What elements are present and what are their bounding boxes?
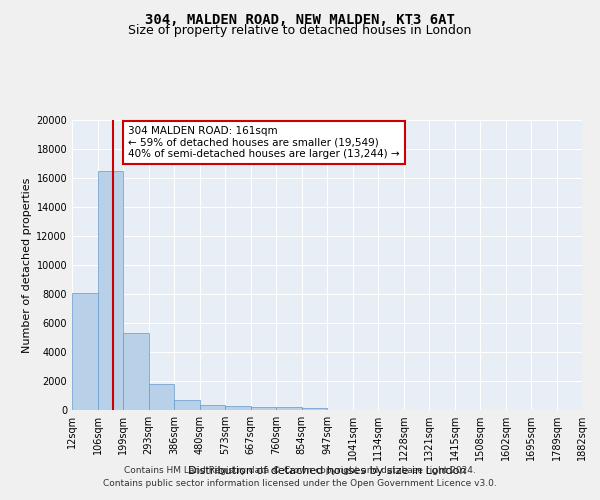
Text: Size of property relative to detached houses in London: Size of property relative to detached ho… — [128, 24, 472, 37]
Text: 304, MALDEN ROAD, NEW MALDEN, KT3 6AT: 304, MALDEN ROAD, NEW MALDEN, KT3 6AT — [145, 12, 455, 26]
X-axis label: Distribution of detached houses by size in London: Distribution of detached houses by size … — [188, 466, 466, 476]
Text: Contains HM Land Registry data © Crown copyright and database right 2024.
Contai: Contains HM Land Registry data © Crown c… — [103, 466, 497, 487]
Bar — [225, 406, 251, 410]
Text: 304 MALDEN ROAD: 161sqm
← 59% of detached houses are smaller (19,549)
40% of sem: 304 MALDEN ROAD: 161sqm ← 59% of detache… — [128, 126, 400, 159]
Bar — [174, 400, 199, 410]
Bar — [276, 408, 302, 410]
Bar — [302, 408, 327, 410]
Bar — [72, 292, 97, 410]
Y-axis label: Number of detached properties: Number of detached properties — [22, 178, 32, 352]
Bar — [149, 384, 174, 410]
Bar — [251, 407, 276, 410]
Bar — [199, 405, 225, 410]
Bar — [97, 171, 123, 410]
Bar — [123, 333, 149, 410]
